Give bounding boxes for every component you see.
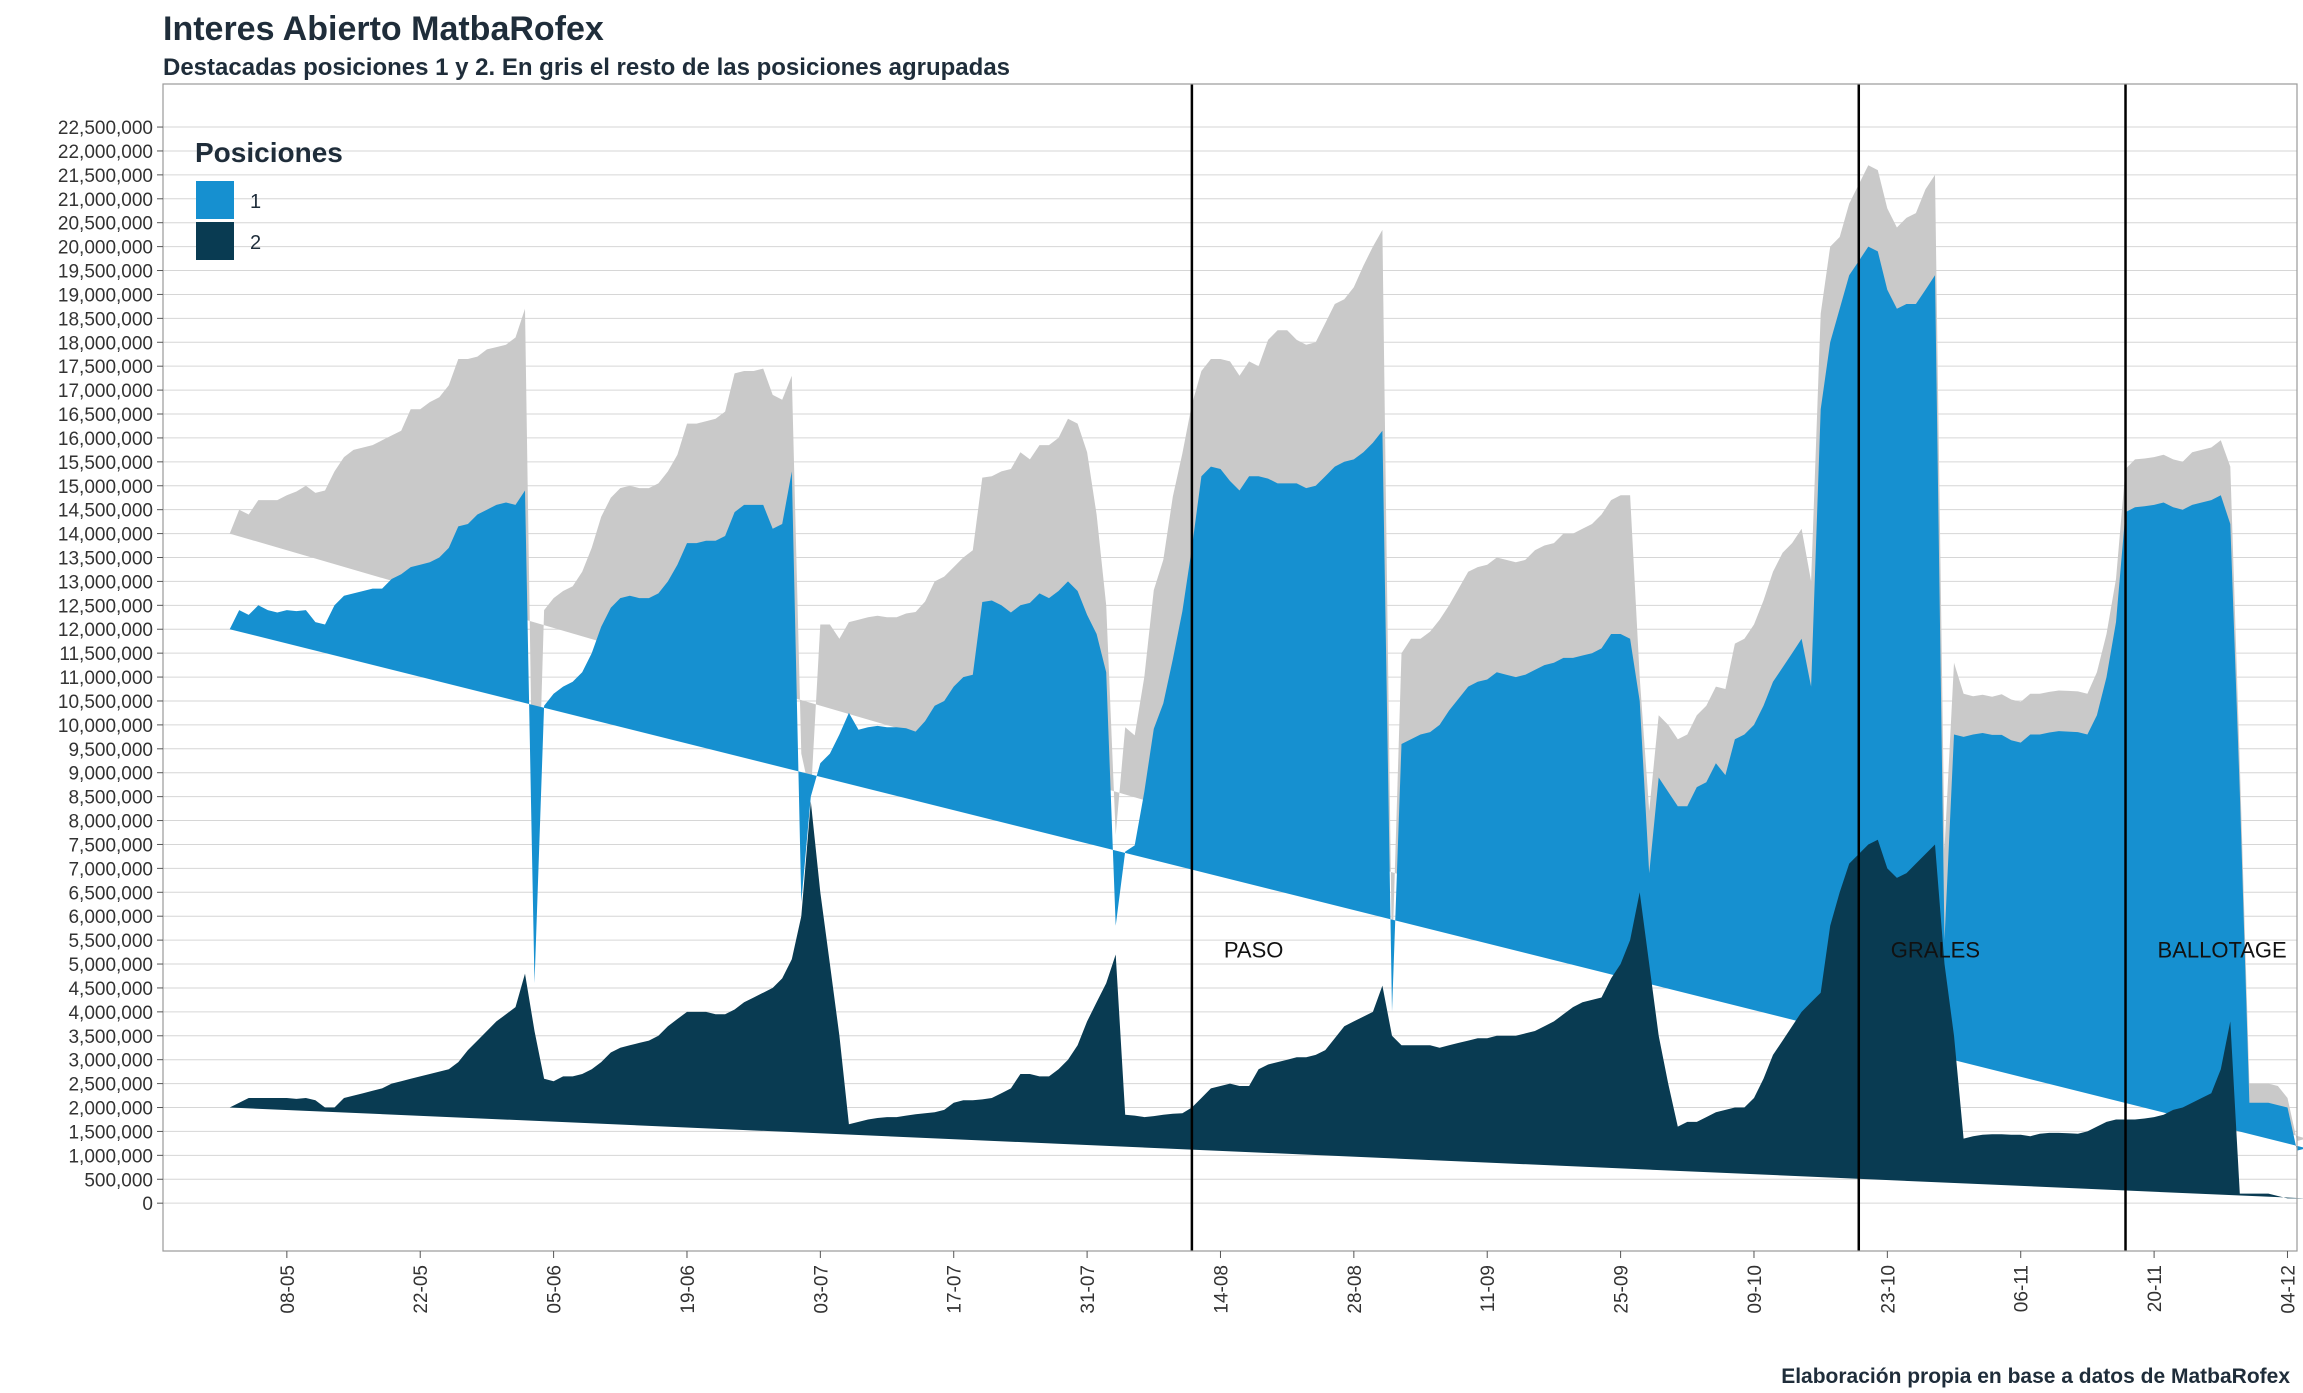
x-tick-label: 06-11 — [2012, 1265, 2033, 1312]
y-tick-label: 16,500,000 — [58, 405, 153, 426]
event-label: GRALES — [1891, 938, 1980, 963]
x-axis-ticks: 08-05 22-05 05-06 19-06 03-07 17-07 31-07 14-08… — [278, 1251, 2299, 1314]
event-markers: PASO GRALES BALLOTAGE — [1190, 84, 2287, 1251]
x-tick-label: 05-06 — [545, 1265, 566, 1314]
y-tick-label: 12,500,000 — [58, 596, 153, 617]
y-tick-label: 20,000,000 — [58, 238, 153, 259]
legend-key-pos1 — [196, 181, 234, 219]
area-position-2 — [229, 801, 2303, 1199]
y-tick-label: 13,500,000 — [58, 548, 153, 569]
y-tick-label: 10,500,000 — [58, 692, 153, 713]
x-tick-label: 09-10 — [1745, 1265, 1766, 1314]
y-tick-label: 17,000,000 — [58, 381, 153, 402]
y-tick-label: 12,000,000 — [58, 620, 153, 641]
y-tick-label: 0 — [142, 1194, 153, 1215]
area-position-1 — [229, 246, 2303, 1151]
y-tick-label: 500,000 — [84, 1170, 153, 1191]
x-tick-label: 03-07 — [811, 1265, 832, 1314]
y-tick-label: 21,500,000 — [58, 166, 153, 187]
chart-caption: Elaboración propia en base a datos de Ma… — [1781, 1365, 2290, 1388]
legend-label-pos1: 1 — [250, 191, 261, 213]
y-tick-label: 22,000,000 — [58, 142, 153, 163]
y-tick-label: 4,000,000 — [68, 1003, 153, 1024]
x-tick-label: 25-09 — [1612, 1265, 1633, 1314]
chart-title: Interes Abierto MatbaRofex — [163, 10, 604, 48]
y-tick-label: 9,000,000 — [68, 764, 153, 785]
y-tick-label: 14,000,000 — [58, 525, 153, 546]
y-tick-label: 5,500,000 — [68, 931, 153, 952]
y-tick-label: 1,000,000 — [68, 1146, 153, 1167]
y-tick-label: 6,500,000 — [68, 883, 153, 904]
y-tick-label: 22,500,000 — [58, 118, 153, 139]
y-tick-label: 8,500,000 — [68, 788, 153, 809]
y-tick-label: 18,000,000 — [58, 333, 153, 354]
y-tick-label: 19,000,000 — [58, 285, 153, 306]
y-tick-label: 4,500,000 — [68, 979, 153, 1000]
y-tick-label: 21,000,000 — [58, 190, 153, 211]
y-tick-label: 20,500,000 — [58, 214, 153, 235]
x-tick-label: 08-05 — [278, 1265, 299, 1314]
x-tick-label: 04-12 — [2278, 1265, 2299, 1314]
legend-label-pos2: 2 — [250, 232, 261, 254]
x-tick-label: 31-07 — [1078, 1265, 1099, 1314]
x-tick-label: 22-05 — [411, 1265, 432, 1314]
legend-title: Posiciones — [195, 137, 343, 168]
y-tick-label: 6,000,000 — [68, 907, 153, 928]
x-tick-label: 28-08 — [1345, 1265, 1366, 1314]
y-tick-label: 3,500,000 — [68, 1027, 153, 1048]
event-label: PASO — [1224, 938, 1284, 963]
x-tick-label: 17-07 — [945, 1265, 966, 1314]
x-tick-label: 11-09 — [1478, 1265, 1499, 1312]
x-tick-label: 14-08 — [1211, 1265, 1232, 1314]
y-tick-label: 8,000,000 — [68, 812, 153, 833]
y-tick-label: 17,500,000 — [58, 357, 153, 378]
y-tick-label: 7,000,000 — [68, 859, 153, 880]
y-tick-label: 18,500,000 — [58, 309, 153, 330]
y-tick-label: 2,000,000 — [68, 1099, 153, 1120]
y-tick-label: 14,500,000 — [58, 501, 153, 522]
chart-subtitle: Destacadas posiciones 1 y 2. En gris el … — [163, 54, 1010, 81]
y-tick-label: 7,500,000 — [68, 835, 153, 856]
y-tick-label: 15,000,000 — [58, 477, 153, 498]
y-tick-label: 2,500,000 — [68, 1075, 153, 1096]
y-tick-label: 10,000,000 — [58, 716, 153, 737]
plot-panel-border — [162, 83, 2298, 1252]
legend: Posiciones 1 2 — [195, 137, 343, 260]
y-tick-label: 13,000,000 — [58, 572, 153, 593]
y-tick-label: 3,000,000 — [68, 1051, 153, 1072]
y-tick-label: 11,000,000 — [59, 668, 153, 689]
y-tick-label: 9,500,000 — [68, 740, 153, 761]
x-tick-label: 19-06 — [678, 1265, 699, 1314]
x-tick-label: 20-11 — [2145, 1265, 2166, 1312]
y-tick-label: 11,500,000 — [59, 644, 153, 665]
y-tick-label: 19,500,000 — [58, 262, 153, 283]
y-tick-label: 5,000,000 — [68, 955, 153, 976]
event-label: BALLOTAGE — [2158, 938, 2287, 963]
x-tick-label: 23-10 — [1878, 1265, 1899, 1314]
stacked-areas — [229, 165, 2303, 1199]
y-tick-label: 15,500,000 — [58, 453, 153, 474]
legend-key-pos2 — [196, 222, 234, 260]
y-tick-label: 1,500,000 — [68, 1122, 153, 1143]
y-tick-label: 16,000,000 — [58, 429, 153, 450]
